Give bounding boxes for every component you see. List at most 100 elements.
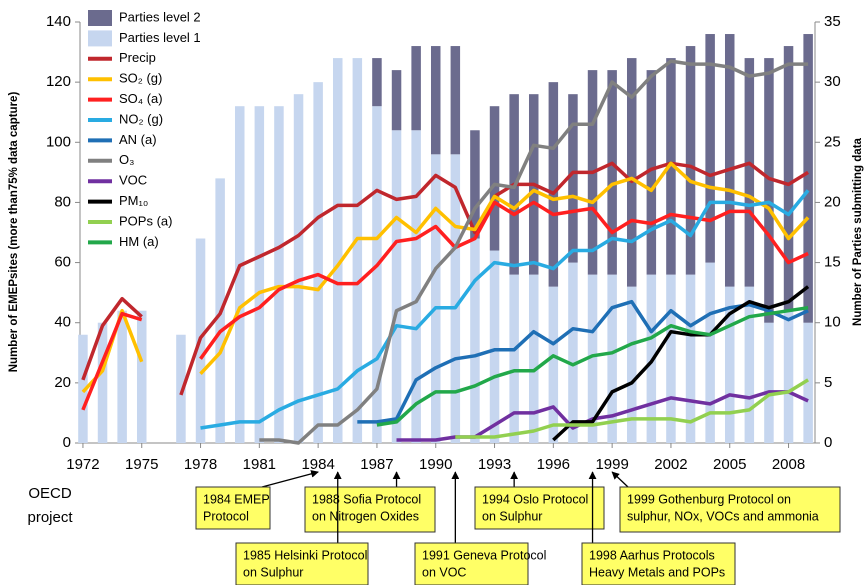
bar: [803, 322, 813, 443]
x-tick-label: 1990: [419, 456, 452, 473]
legend-label: SO₂ (g): [119, 71, 162, 86]
bar: [117, 310, 127, 443]
bar: [666, 274, 676, 443]
annotation-box: [474, 486, 605, 530]
annotation-text: on Sulphur: [482, 509, 542, 523]
bar: [332, 58, 343, 443]
bar: [666, 58, 676, 275]
x-tick-label: 1975: [125, 456, 158, 473]
bar: [568, 262, 578, 443]
x-tick-label: 1996: [537, 456, 570, 473]
bar: [430, 46, 441, 155]
x-tick-label: 1987: [360, 456, 393, 473]
bar: [450, 46, 461, 155]
legend-label: HM (a): [119, 234, 159, 249]
bar: [764, 58, 774, 323]
bar: [176, 334, 186, 443]
legend-label: AN (a): [119, 132, 157, 147]
legend-label: Precip: [119, 50, 156, 65]
y-tick-label: 20: [54, 374, 71, 391]
line-series: [81, 161, 810, 394]
x-tick-label: 2005: [713, 456, 746, 473]
y2-tick-label: 25: [824, 133, 841, 150]
legend-swatch: [88, 30, 112, 47]
bar: [352, 58, 363, 443]
legend-label: SO₄ (a): [119, 91, 163, 106]
bar: [372, 106, 382, 443]
annotation-text: project: [27, 509, 73, 526]
x-tick-label: 1993: [478, 456, 511, 473]
y-tick-label: 80: [54, 193, 71, 210]
bar: [724, 34, 735, 287]
annotation-box: [235, 542, 369, 585]
bar: [607, 274, 617, 443]
annotation-text: 1988 Sofia Protocol: [312, 492, 421, 506]
bar: [78, 334, 88, 443]
annotation-text: Protocol: [203, 509, 249, 523]
legend-label: NO₂ (g): [119, 111, 163, 126]
bar: [626, 58, 637, 287]
legend-label: VOC: [119, 173, 147, 188]
y-tick-label: 0: [63, 434, 71, 451]
bar: [568, 94, 578, 263]
bar: [587, 274, 598, 443]
bar: [607, 70, 617, 275]
bar: [744, 286, 755, 443]
bar: [470, 130, 480, 239]
annotation-text: 1999 Gothenburg Protocol on: [627, 492, 791, 506]
x-tick-label: 1984: [301, 456, 334, 473]
bar: [430, 154, 441, 444]
line-series: [552, 285, 810, 442]
annotation-text: on VOC: [422, 565, 466, 579]
line-series: [376, 305, 809, 427]
legend-swatch: [88, 10, 112, 26]
x-tick-label: 2008: [772, 456, 805, 473]
x-tick-label: 1981: [243, 456, 276, 473]
annotation-box: [619, 486, 841, 533]
y2-tick-label: 10: [824, 314, 841, 331]
y-axis-title: Number of EMEPsites (more than75% data c…: [8, 92, 20, 373]
bar: [411, 130, 421, 443]
line-series: [259, 59, 809, 445]
y-tick-label: 40: [54, 314, 71, 331]
bar: [411, 46, 421, 131]
bar: [528, 274, 539, 443]
bar: [705, 262, 715, 443]
annotation-text: 1994 Oslo Protocol: [482, 492, 588, 506]
legend-label: POPs (a): [119, 213, 172, 228]
y-tick-label: 120: [46, 73, 71, 90]
bar: [97, 322, 108, 443]
annotation-text: 1991 Geneva Protocol: [422, 548, 546, 562]
bar: [783, 46, 794, 311]
annotation-text: 1984 EMEP: [203, 492, 270, 506]
line-series: [200, 189, 810, 430]
y2-tick-label: 15: [824, 254, 841, 271]
bar: [705, 34, 715, 263]
bar: [254, 106, 265, 443]
annotation-text: on Nitrogen Oxides: [312, 509, 419, 523]
annotation-text: sulphur, NOx, VOCs and ammonia: [627, 509, 819, 523]
x-tick-label: 1978: [184, 456, 217, 473]
legend: Parties level 2 Parties level 1 Precip SO₂ …: [88, 9, 201, 249]
bar: [136, 310, 147, 443]
bar: [391, 70, 402, 131]
line-series: [455, 378, 810, 439]
bar: [450, 154, 461, 444]
y2-tick-label: 5: [824, 374, 832, 391]
bar: [274, 106, 284, 443]
bar: [313, 82, 323, 444]
annotation-text: OECD: [28, 485, 72, 502]
y2-tick-label: 20: [824, 193, 841, 210]
x-tick-label: 1972: [66, 456, 99, 473]
legend-label: O₃: [119, 152, 134, 167]
bar: [764, 322, 774, 443]
y2-tick-label: 0: [824, 434, 832, 451]
y2-axis-title: Number of Parties submitting data: [852, 137, 864, 325]
annotation-arrow: [261, 470, 319, 488]
bar: [783, 310, 794, 443]
annotation-text: Heavy Metals and POPs: [589, 565, 725, 579]
line-series: [81, 161, 810, 396]
bar: [489, 106, 500, 251]
bar: [724, 286, 735, 443]
bar: [548, 82, 559, 287]
